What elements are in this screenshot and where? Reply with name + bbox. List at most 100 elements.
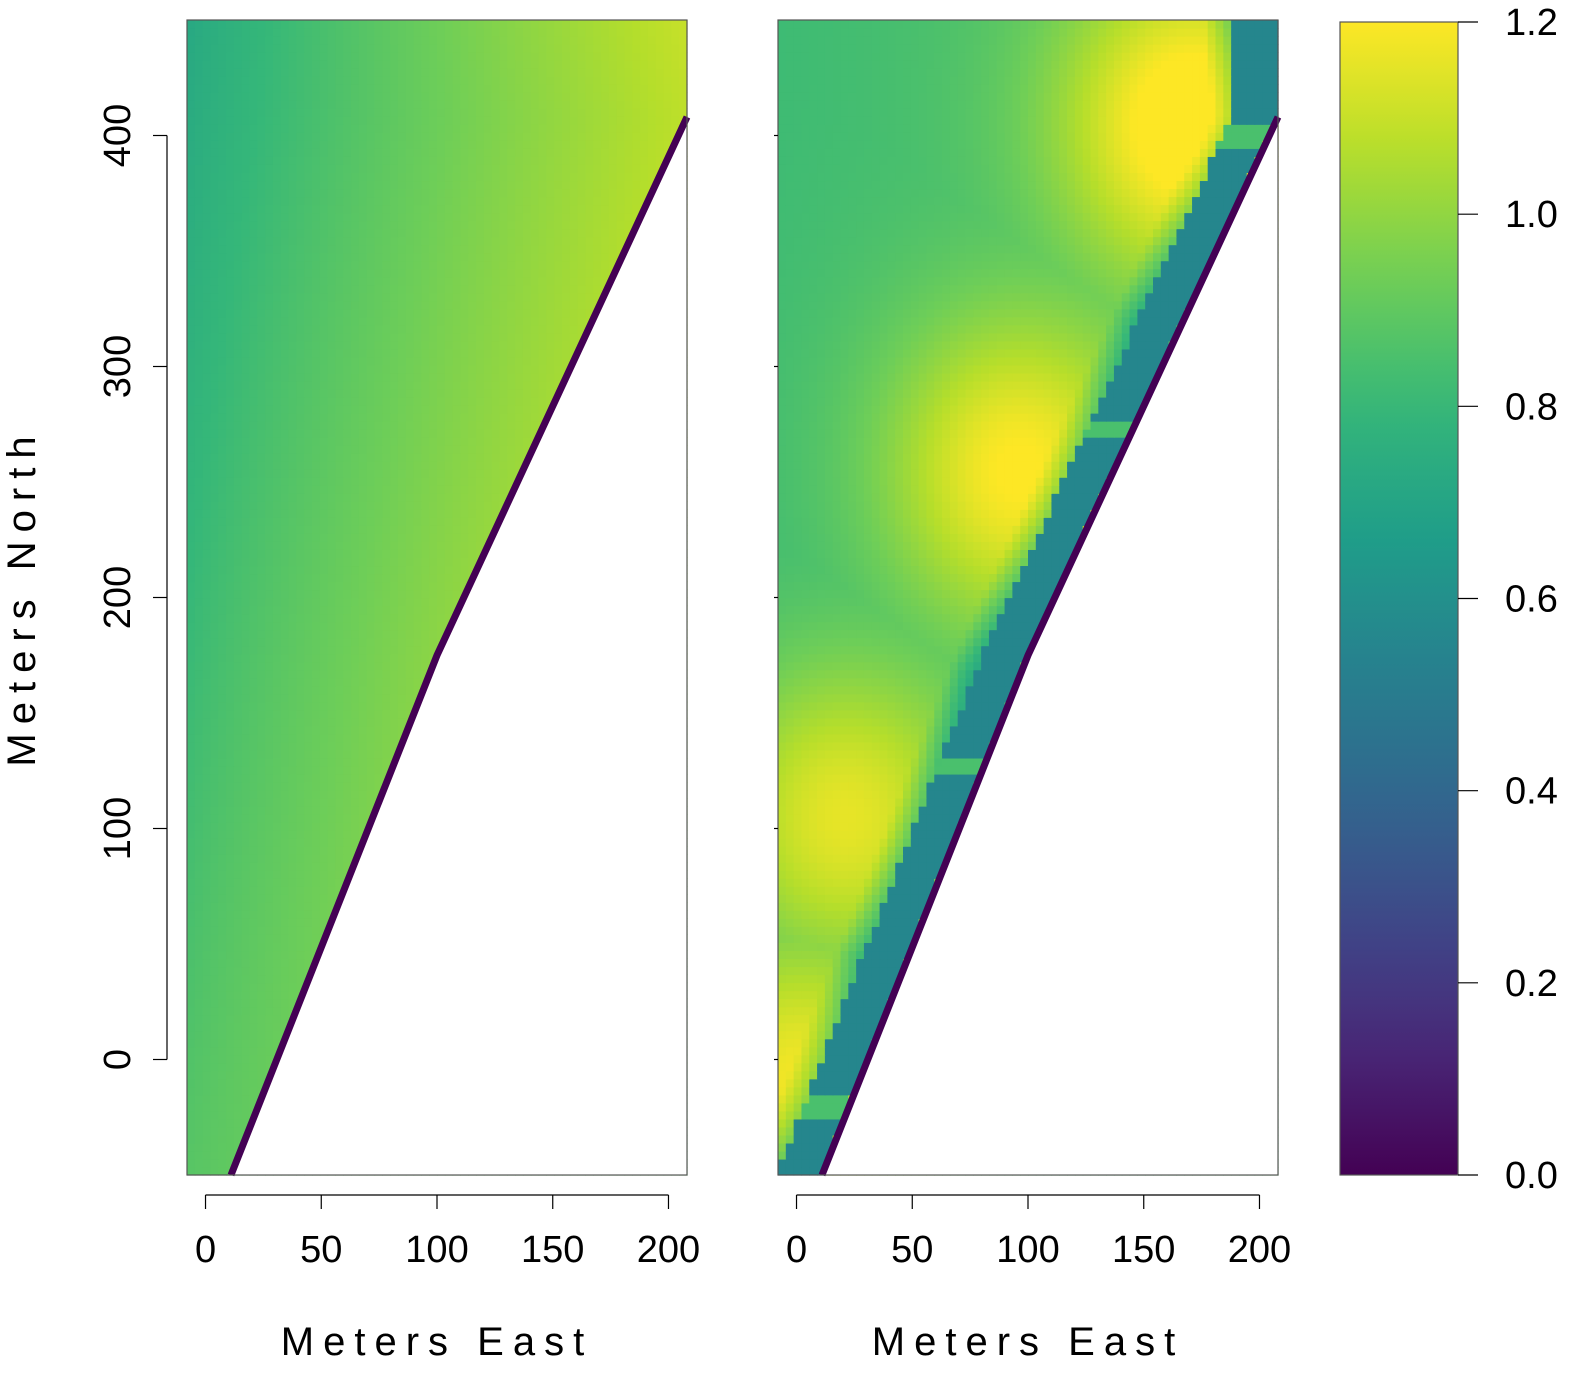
heatmap-cell [265, 773, 274, 783]
heatmap-cell [280, 798, 290, 807]
heatmap-cell [296, 798, 305, 807]
heatmap-cell [187, 974, 196, 984]
heatmap-cell [218, 685, 227, 695]
heatmap-cell [218, 950, 227, 960]
heatmap-cell [358, 573, 368, 583]
heatmap-cell [382, 693, 391, 703]
heatmap-cell [304, 918, 313, 927]
heatmap-cell [460, 565, 469, 575]
heatmap-cell [421, 637, 430, 647]
heatmap-cell [194, 1142, 204, 1152]
heatmap-cell [233, 765, 243, 775]
heatmap-cell [265, 838, 274, 847]
heatmap-cell [202, 685, 212, 695]
heatmap-cell [233, 854, 243, 863]
heatmap-cell [421, 557, 430, 567]
heatmap-cell [280, 637, 290, 647]
heatmap-cell [327, 653, 337, 663]
heatmap-cell [218, 822, 227, 831]
heatmap-cell [202, 878, 212, 887]
heatmap-cell [187, 1086, 196, 1096]
heatmap-cell [272, 918, 282, 927]
heatmap-cell [397, 573, 407, 583]
heatmap-cell [272, 838, 282, 847]
heatmap-cell [429, 581, 438, 591]
heatmap-cell [366, 725, 376, 735]
heatmap-cell [304, 854, 313, 863]
heatmap-cell [296, 653, 305, 663]
heatmap-cell [187, 693, 196, 703]
heatmap-cell [210, 974, 219, 984]
heatmap-cell [319, 589, 329, 599]
heatmap-cell [327, 854, 337, 863]
heatmap-cell [218, 741, 227, 751]
heatmap-cell [382, 605, 391, 615]
heatmap-cell [218, 1158, 227, 1168]
heatmap-cell [241, 1110, 251, 1120]
heatmap-cell [319, 757, 329, 767]
heatmap-cell [272, 830, 282, 839]
heatmap-cell [233, 637, 243, 647]
heatmap-cell [288, 765, 297, 775]
heatmap-cell [226, 862, 235, 871]
heatmap-cell [265, 725, 274, 735]
heatmap-cell [366, 653, 376, 663]
heatmap-cell [343, 733, 352, 743]
heatmap-cell [312, 886, 321, 895]
heatmap-cell [265, 677, 274, 687]
heatmap-cell [397, 557, 407, 567]
heatmap-cell [202, 870, 212, 879]
heatmap-cell [343, 621, 352, 631]
heatmap-cell [202, 653, 212, 663]
heatmap-cell [241, 990, 251, 1000]
heatmap-cell [194, 613, 204, 623]
heatmap-cell [288, 781, 297, 791]
heatmap-cell [187, 806, 196, 815]
heatmap-cell [226, 894, 235, 903]
heatmap-cell [202, 942, 212, 952]
heatmap-cell [390, 741, 399, 751]
heatmap-cell [343, 597, 352, 607]
heatmap-cell [437, 621, 446, 631]
heatmap-cell [304, 926, 313, 935]
heatmap-cell [272, 605, 282, 615]
heatmap-cell [265, 950, 274, 960]
heatmap-cell [437, 605, 446, 615]
heatmap-cell [226, 669, 235, 679]
heatmap-cell [218, 902, 227, 911]
heatmap-cell [327, 878, 337, 887]
heatmap-cell [374, 701, 383, 711]
heatmap-cell [366, 701, 376, 711]
heatmap-cell [249, 589, 258, 599]
heatmap-cell [249, 910, 258, 919]
heatmap-cell [358, 806, 368, 815]
heatmap-cell [272, 798, 282, 807]
heatmap-cell [351, 613, 360, 623]
heatmap-cell [257, 918, 266, 927]
heatmap-cell [265, 814, 274, 823]
heatmap-cell [249, 886, 258, 895]
heatmap-cell [241, 822, 251, 831]
heatmap-cell [218, 661, 227, 671]
heatmap-cell [257, 781, 266, 791]
heatmap-cell [468, 549, 477, 558]
heatmap-cell [304, 557, 313, 567]
heatmap-cell [226, 693, 235, 703]
heatmap-cell [280, 830, 290, 839]
heatmap-cell [288, 597, 297, 607]
heatmap-cell [187, 814, 196, 823]
heatmap-cell [226, 950, 235, 960]
heatmap-cell [397, 693, 407, 703]
heatmap-cell [288, 573, 297, 583]
heatmap-cell [272, 854, 282, 863]
heatmap-cell [319, 870, 329, 879]
heatmap-cell [265, 1038, 274, 1048]
heatmap-cell [343, 717, 352, 727]
heatmap-cell [226, 725, 235, 735]
heatmap-cell [257, 573, 266, 583]
heatmap-cell [280, 725, 290, 735]
heatmap-cell [210, 1166, 219, 1176]
heatmap-cell [233, 1046, 243, 1056]
heatmap-cell [226, 1046, 235, 1056]
heatmap-cell [210, 806, 219, 815]
